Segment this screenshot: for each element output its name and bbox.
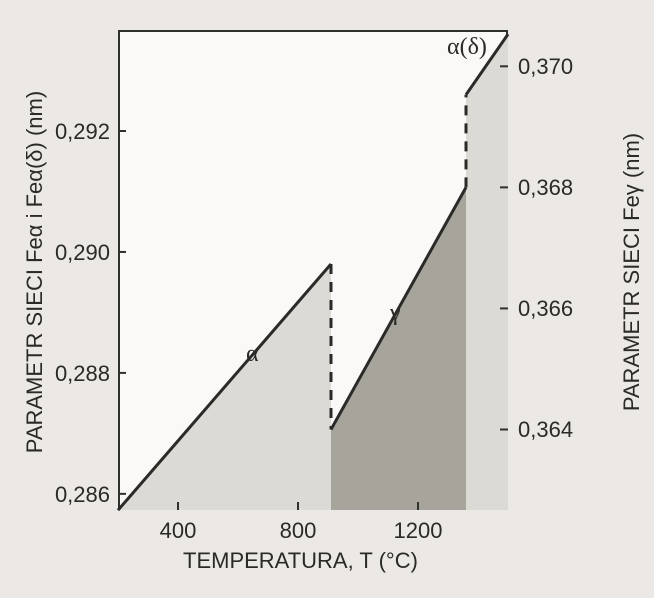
y-right-axis-label: PARAMETR SIECI Feγ (nm) bbox=[619, 72, 645, 472]
x-tick-label: 400 bbox=[148, 518, 208, 544]
x-tick-label: 800 bbox=[268, 518, 328, 544]
y-left-tick-label: 0,290 bbox=[30, 240, 110, 266]
x-axis-label: TEMPERATURA, T (°C) bbox=[183, 548, 418, 574]
y-right-tick-label: 0,366 bbox=[518, 296, 598, 322]
y-left-tick-label: 0,286 bbox=[30, 482, 110, 508]
delta-fill bbox=[466, 34, 508, 510]
gamma-fill bbox=[331, 187, 466, 510]
y-right-tick-label: 0,370 bbox=[518, 54, 598, 80]
y-left-tick-label: 0,288 bbox=[30, 361, 110, 387]
y-right-tick-label: 0,368 bbox=[518, 175, 598, 201]
phase-label: α bbox=[246, 341, 259, 368]
y-left-tick-label: 0,292 bbox=[30, 119, 110, 145]
x-tick-label: 1200 bbox=[388, 518, 448, 544]
phase-label: γ bbox=[390, 300, 401, 327]
y-right-tick-label: 0,364 bbox=[518, 417, 598, 443]
phase-label: α(δ) bbox=[447, 34, 487, 61]
